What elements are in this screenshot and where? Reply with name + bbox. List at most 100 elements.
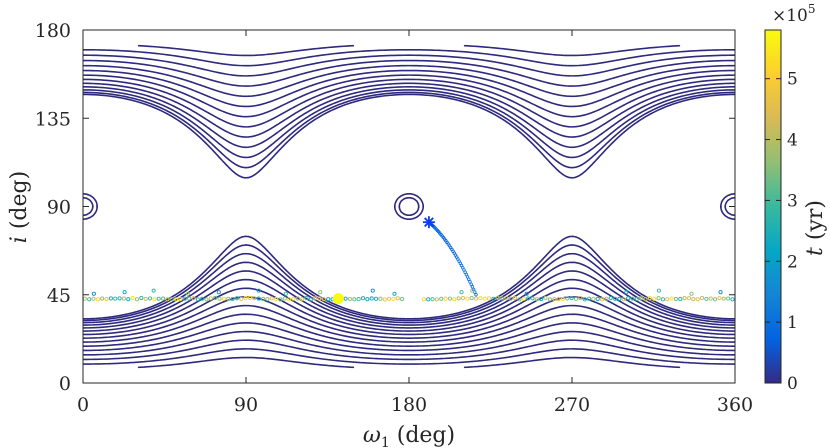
trajectory-point bbox=[491, 296, 496, 301]
trajectory-point bbox=[439, 296, 444, 301]
trajectory-point bbox=[356, 297, 361, 302]
trajectory-point bbox=[447, 296, 452, 301]
trajectory-point bbox=[699, 295, 705, 300]
trajectory-point bbox=[95, 297, 100, 302]
trajectory-point bbox=[87, 297, 92, 302]
trajectory-point bbox=[469, 282, 473, 287]
trajectory-point bbox=[104, 296, 109, 302]
trajectory-point bbox=[530, 296, 535, 301]
trajectory-point bbox=[226, 296, 231, 301]
trajectory-point bbox=[569, 296, 574, 301]
trajectory-point bbox=[213, 295, 218, 301]
trajectory-point bbox=[282, 296, 287, 301]
trajectory-point bbox=[318, 290, 323, 295]
trajectory-point bbox=[608, 295, 613, 301]
trajectory-point bbox=[143, 296, 148, 301]
trajectory-point bbox=[274, 296, 279, 302]
contour-line-upper bbox=[83, 74, 735, 118]
trajectory-point bbox=[321, 297, 326, 302]
contour-line-lower bbox=[83, 313, 735, 347]
y-axis: 0 45 90 135 180 bbox=[35, 20, 735, 395]
contour-line-lower bbox=[83, 235, 735, 320]
trajectory-point bbox=[526, 296, 531, 301]
contour-line-upper bbox=[83, 93, 735, 179]
trajectory-point bbox=[395, 296, 400, 301]
trajectory-point bbox=[195, 297, 200, 302]
trajectory-point bbox=[517, 297, 522, 302]
contour-line-upper bbox=[83, 82, 735, 138]
trajectory-point bbox=[147, 296, 153, 301]
trajectory-point bbox=[656, 296, 661, 301]
contour-line-upper bbox=[83, 48, 735, 67]
trajectory-point bbox=[624, 290, 629, 295]
trajectory-point bbox=[174, 297, 179, 302]
x-tick-label: 360 bbox=[717, 394, 753, 416]
trajectory-point bbox=[421, 297, 426, 302]
trajectory-point bbox=[460, 295, 466, 301]
contour-line-lower bbox=[83, 270, 735, 329]
trajectory-point bbox=[382, 297, 387, 302]
trajectory-point bbox=[717, 296, 722, 301]
trajectory-point bbox=[656, 288, 661, 293]
trajectory-point bbox=[139, 295, 144, 301]
contour-line-lower bbox=[83, 278, 735, 332]
trajectory-point bbox=[287, 297, 292, 302]
trajectory-point bbox=[295, 296, 300, 301]
trajectory-point bbox=[591, 296, 596, 301]
contour-line-lower bbox=[83, 304, 735, 343]
trajectory-point bbox=[300, 297, 305, 302]
trajectory-point bbox=[578, 296, 583, 301]
trajectory-point bbox=[165, 297, 170, 302]
colorbar: 0 1 2 3 4 5 ×105 t (yr) bbox=[764, 2, 828, 394]
trajectory-point bbox=[474, 293, 478, 297]
trajectory-point bbox=[313, 296, 318, 301]
contour-line-upper bbox=[83, 196, 735, 209]
y-axis-label: i (deg) bbox=[7, 171, 32, 243]
trajectory-point bbox=[182, 296, 187, 301]
trajectory-point bbox=[482, 296, 487, 301]
y-tick-label: 90 bbox=[47, 197, 71, 219]
trajectory-point bbox=[626, 296, 631, 301]
trajectory-point bbox=[151, 288, 156, 293]
contour-line-lower bbox=[137, 356, 681, 369]
trajectory-point bbox=[718, 290, 723, 295]
trajectory-point bbox=[260, 296, 266, 301]
trajectory-point bbox=[100, 296, 105, 301]
trajectory-point bbox=[187, 296, 192, 301]
trajectory-point bbox=[426, 297, 431, 302]
contour-line-upper bbox=[83, 59, 735, 87]
trajectory-point bbox=[326, 297, 331, 302]
trajectory-point bbox=[504, 296, 509, 301]
trajectory-point bbox=[278, 297, 283, 302]
trajectory-point bbox=[252, 296, 257, 301]
trajectory-point bbox=[117, 296, 122, 301]
trajectory-point bbox=[239, 296, 244, 302]
colorbar-gradient bbox=[764, 29, 782, 384]
trajectory-point bbox=[217, 296, 222, 301]
trajectory-point bbox=[265, 297, 270, 302]
trajectory-point bbox=[392, 291, 397, 296]
trajectory-point bbox=[586, 296, 592, 301]
y-tick-label: 180 bbox=[35, 20, 71, 42]
x-tick-label: 90 bbox=[234, 394, 258, 416]
contour-line-lower bbox=[83, 296, 735, 339]
trajectory-point bbox=[191, 296, 196, 301]
trajectory-point bbox=[459, 290, 464, 295]
trajectory-point bbox=[500, 296, 505, 301]
trajectory-point bbox=[686, 296, 692, 301]
x-axis: 0 90 180 270 360 bbox=[77, 30, 753, 416]
trajectory-point bbox=[360, 296, 366, 301]
contour-line-upper bbox=[83, 64, 735, 98]
trajectory-point bbox=[308, 297, 313, 302]
trajectory-point bbox=[126, 297, 131, 302]
trajectory-point bbox=[230, 296, 235, 302]
trajectory-point bbox=[495, 295, 500, 300]
contour-line-lower bbox=[83, 261, 735, 326]
contour-line-lower bbox=[83, 348, 735, 365]
trajectory-point bbox=[660, 297, 665, 302]
trajectory-point bbox=[456, 296, 461, 301]
trajectory-point bbox=[468, 280, 472, 284]
contour-line-upper bbox=[83, 54, 735, 77]
trajectory-point bbox=[161, 296, 166, 301]
